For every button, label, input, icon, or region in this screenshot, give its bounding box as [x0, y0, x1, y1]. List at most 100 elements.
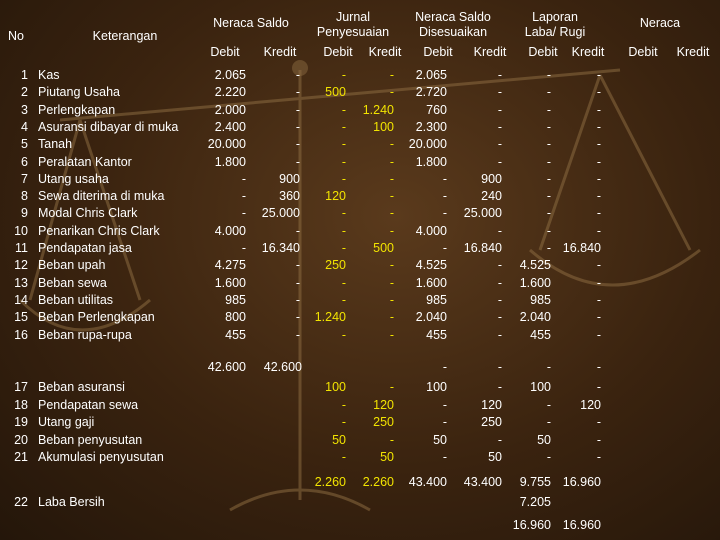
cell-jp_d: - [341, 415, 346, 429]
cell-lr_d: - [546, 171, 551, 186]
cell-nsd_k: - [497, 154, 502, 169]
cell-lr_d: 985 [530, 292, 551, 307]
cell-nsd_d: 985 [426, 292, 447, 307]
cell-ket: Modal Chris Clark [38, 206, 138, 221]
cell-nsd_d: - [442, 241, 447, 255]
cell-ns_k: - [295, 258, 300, 273]
header-keterangan: Keterangan [92, 29, 158, 43]
cell-jp_d: - [341, 206, 346, 221]
cell-lr_d: 455 [530, 327, 551, 342]
cell-jp_k: - [389, 171, 394, 186]
total-ns-kredit: 42.600 [263, 360, 302, 374]
cell-no: 14 [14, 292, 28, 307]
cell-nsd_k: - [497, 68, 502, 82]
cell-jp_k: - [389, 137, 394, 152]
cell-lr_k: 16.840 [562, 241, 601, 255]
cell-jp_k: - [389, 327, 394, 342]
cell-no: 1 [21, 68, 28, 82]
header-n-kredit: Kredit [676, 45, 710, 59]
cell-no: 9 [21, 206, 28, 221]
cell-ns_d: 20.000 [207, 137, 246, 152]
cell-no: 4 [21, 119, 28, 134]
cell-nsd_k: - [497, 85, 502, 100]
cell-ket: Beban asuransi [38, 380, 125, 394]
final-total-lr-debit: 16.960 [512, 518, 551, 532]
cell-nsd_d: 1.600 [415, 275, 447, 290]
cell-ket: Utang gaji [38, 415, 95, 429]
cell-no: 2 [21, 85, 28, 100]
cell-lr_d: - [546, 137, 551, 152]
cell-ns_d: - [241, 171, 246, 186]
cell-ns_k: - [295, 275, 300, 290]
cell-nsd_k: - [497, 223, 502, 238]
cell-ns_k: 360 [279, 189, 300, 204]
total-ns-nsd-kredit: - [497, 360, 502, 374]
cell-nsd_d: - [442, 397, 447, 412]
cell-no: 12 [14, 258, 28, 273]
cell-no: 19 [14, 415, 28, 429]
header-jp-kredit: Kredit [368, 45, 402, 59]
cell-jp_d: - [341, 102, 346, 117]
cell-ns_d: - [241, 241, 246, 255]
cell-jp_k: - [389, 380, 394, 394]
cell-nsd_d: - [442, 189, 447, 204]
cell-lr_k: - [596, 119, 601, 134]
cell-ns_d: 2.220 [214, 85, 246, 100]
cell-lr_d: - [546, 206, 551, 221]
cell-no: 15 [14, 310, 28, 325]
cell-nsd_k: - [497, 310, 502, 325]
cell-ns_d: 1.600 [214, 275, 246, 290]
laba-bersih-lr-debit: 7.205 [519, 495, 551, 509]
header-nsd-debit: Debit [423, 45, 453, 59]
cell-jp_d: - [341, 241, 346, 255]
cell-ket: Tanah [38, 137, 73, 152]
cell-nsd_k: - [497, 380, 502, 394]
cell-ns_k: - [295, 327, 300, 342]
cell-lr_d: - [546, 68, 551, 82]
header-lr-debit: Debit [528, 45, 558, 59]
cell-lr_k: - [596, 189, 601, 204]
header-nsd-kredit: Kredit [473, 45, 507, 59]
cell-no: 13 [14, 275, 28, 290]
cell-lr_k: - [596, 292, 601, 307]
cell-ns_d: 2.400 [214, 119, 246, 134]
header-neraca-saldo: Neraca Saldo [213, 16, 289, 30]
cell-jp_k: - [389, 85, 394, 100]
cell-jp_d: - [341, 223, 346, 238]
cell-nsd_d: - [442, 171, 447, 186]
cell-ket: Kas [38, 68, 60, 82]
cell-no: 3 [21, 102, 28, 117]
cell-nsd_k: 16.840 [463, 241, 502, 255]
cell-jp_d: - [341, 292, 346, 307]
cell-jp_k: - [389, 189, 394, 204]
cell-no: 17 [14, 380, 28, 394]
cell-lr_k: - [596, 223, 601, 238]
cell-no: 20 [14, 432, 28, 447]
cell-ket: Utang usaha [38, 171, 109, 186]
cell-no: 16 [14, 327, 28, 342]
cell-nsd_d: - [442, 206, 447, 221]
cell-ket: Beban sewa [38, 275, 107, 290]
total-ns-lr-debit: - [546, 360, 551, 374]
header-ns-debit: Debit [210, 45, 240, 59]
cell-ket: Asuransi dibayar di muka [38, 119, 179, 134]
grand-total-nsd_k: 43.400 [463, 475, 502, 489]
cell-lr_d: 50 [537, 432, 551, 447]
header-no: No [8, 29, 24, 43]
cell-lr_k: - [596, 415, 601, 429]
cell-ns_k: - [295, 119, 300, 134]
cell-jp_k: - [389, 292, 394, 307]
cell-jp_d: - [341, 275, 346, 290]
cell-lr_k: - [596, 450, 601, 464]
cell-nsd_k: - [497, 432, 502, 447]
cell-ns_d: 2.000 [214, 102, 246, 117]
cell-nsd_d: 4.525 [415, 258, 447, 273]
header-jp-debit: Debit [323, 45, 353, 59]
cell-jp_k: 100 [373, 119, 394, 134]
cell-lr_d: - [546, 85, 551, 100]
header-laba-rugi: Laporan [532, 10, 578, 24]
cell-ket: Akumulasi penyusutan [38, 450, 164, 464]
cell-nsd_k: - [497, 102, 502, 117]
cell-ns_k: - [295, 154, 300, 169]
